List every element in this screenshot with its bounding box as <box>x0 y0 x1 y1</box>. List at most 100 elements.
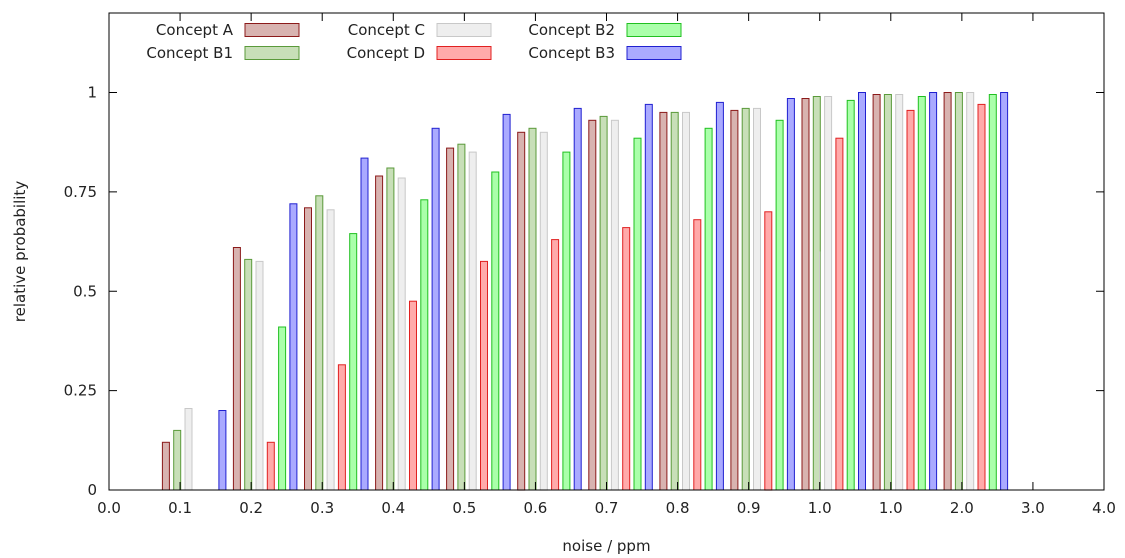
bar-concept-b2-2.0 <box>917 96 926 491</box>
legend-swatch-concept-a <box>244 23 300 37</box>
bar-concept-b3-0.5 <box>502 113 511 491</box>
bar-concept-a-0.7 <box>588 119 597 491</box>
x-tick-label-7: 0.7 <box>595 499 619 517</box>
y-tick-label-0: 0 <box>87 481 97 499</box>
bar-concept-d-0.2 <box>266 441 275 491</box>
bar-concept-d-0.8 <box>693 219 702 491</box>
bar-concept-a-2.0 <box>872 94 881 491</box>
bar-concept-b1-0.7 <box>599 115 608 491</box>
y-axis-label: relative probability <box>11 181 29 323</box>
bar-concept-b1-0.1 <box>173 429 182 491</box>
x-tick-label-13: 3.0 <box>1021 499 1045 517</box>
bar-concept-c-0.5 <box>468 151 477 491</box>
bar-concept-b3-0.3 <box>360 157 369 491</box>
legend-swatch-concept-b3 <box>626 46 682 60</box>
legend: Concept A Concept B1 Concept C Concept D Con… <box>146 21 682 62</box>
x-tick-label-11: 1.0 <box>879 499 903 517</box>
bar-concept-b2-0.4 <box>420 199 429 491</box>
x-tick-label-2: 0.2 <box>239 499 263 517</box>
bar-concept-b2-0.3 <box>349 233 358 491</box>
legend-label-concept-b3: Concept B3 <box>528 44 615 62</box>
bar-concept-c-0.2 <box>255 260 264 491</box>
bar-concept-d-0.7 <box>622 227 631 491</box>
bar-concept-a-0.2 <box>232 247 241 491</box>
bar-concept-c-0.7 <box>610 119 619 491</box>
x-tick-label-3: 0.3 <box>310 499 334 517</box>
legend-swatch-concept-b2 <box>626 23 682 37</box>
x-tick-label-1: 0.1 <box>168 499 192 517</box>
x-tick-label-9: 0.9 <box>737 499 761 517</box>
legend-swatch-concept-b1 <box>244 46 300 60</box>
bar-concept-a-1.0 <box>801 98 810 491</box>
x-tick-label-5: 0.5 <box>452 499 476 517</box>
x-axis-label: noise / ppm <box>562 537 650 554</box>
bar-concept-b3-0.7 <box>644 103 653 491</box>
bar-concept-b2-1.0 <box>846 99 855 491</box>
x-tick-label-0: 0.0 <box>97 499 121 517</box>
x-tick-label-6: 0.6 <box>523 499 547 517</box>
bar-concept-b3-0.8 <box>715 101 724 491</box>
bar-concept-a-0.5 <box>446 147 455 491</box>
bar-concept-a-0.9 <box>730 109 739 491</box>
bar-concept-d-0.4 <box>409 300 417 491</box>
bar-concept-b1-2.0 <box>883 94 892 491</box>
bar-concept-b1-0.8 <box>670 111 679 491</box>
bar-concept-c-3.0 <box>966 92 975 491</box>
bar-concept-b3-0.4 <box>431 127 440 491</box>
bar-concept-b3-1.0 <box>858 92 866 491</box>
legend-label-concept-b1: Concept B1 <box>146 44 233 62</box>
x-tick-label-14: 4.0 <box>1092 499 1116 517</box>
bar-concept-d-2.0 <box>906 109 915 491</box>
bar-concept-b1-3.0 <box>954 92 963 491</box>
bar-concept-b2-0.7 <box>633 137 642 491</box>
bar-concept-c-2.0 <box>895 94 904 491</box>
y-tick-label-4: 1 <box>87 84 97 102</box>
legend-swatch-concept-c <box>436 23 492 37</box>
bar-concept-a-0.8 <box>659 111 668 491</box>
x-tick-label-12: 2.0 <box>950 499 974 517</box>
bar-concept-b3-0.9 <box>786 98 795 491</box>
bar-concept-c-0.8 <box>682 111 690 491</box>
bar-concept-b2-0.8 <box>704 127 713 491</box>
bar-concept-d-0.5 <box>480 260 488 491</box>
legend-label-concept-a: Concept A <box>156 21 234 39</box>
bar-concept-b3-0.2 <box>289 203 298 491</box>
bar-concept-b3-3.0 <box>1000 92 1009 491</box>
y-tick-label-3: 0.75 <box>64 183 97 201</box>
bar-concept-b2-0.6 <box>562 151 571 491</box>
bar-concept-b3-0.1 <box>218 410 227 491</box>
bar-concept-c-1.0 <box>824 96 833 491</box>
bar-concept-d-0.3 <box>337 364 346 491</box>
x-tick-label-8: 0.8 <box>666 499 690 517</box>
bar-concept-b2-0.2 <box>278 326 287 491</box>
legend-label-concept-b2: Concept B2 <box>528 21 615 39</box>
bar-concept-b1-0.4 <box>386 167 395 491</box>
bar-concept-b1-0.5 <box>457 143 466 491</box>
bar-concept-b1-0.3 <box>315 195 324 491</box>
bar-concept-d-0.6 <box>551 239 560 491</box>
bar-concept-a-3.0 <box>943 92 952 491</box>
bar-concept-b3-2.0 <box>929 92 938 491</box>
bar-concept-b1-0.6 <box>528 127 537 491</box>
bar-concept-c-0.1 <box>184 408 193 491</box>
bar-concept-c-0.9 <box>753 107 761 491</box>
bar-concept-b1-0.9 <box>741 107 750 491</box>
y-tick-label-1: 0.25 <box>64 382 97 400</box>
bar-concept-b2-3.0 <box>988 94 997 491</box>
bar-concept-d-0.9 <box>764 211 773 491</box>
bar-concept-b2-0.5 <box>491 171 500 491</box>
bar-concept-a-0.3 <box>304 207 312 491</box>
bar-concept-a-0.4 <box>375 175 384 491</box>
bar-concept-b1-0.2 <box>244 258 253 491</box>
x-tick-label-4: 0.4 <box>381 499 405 517</box>
bar-concept-a-0.6 <box>517 131 526 491</box>
legend-label-concept-c: Concept C <box>348 21 425 39</box>
bar-concept-a-0.1 <box>161 441 170 491</box>
bar-concept-b2-0.9 <box>775 119 784 491</box>
bar-concept-d-3.0 <box>977 103 986 491</box>
legend-swatch-concept-d <box>436 46 492 60</box>
legend-label-concept-d: Concept D <box>347 44 425 62</box>
x-tick-label-10: 1.0 <box>808 499 832 517</box>
